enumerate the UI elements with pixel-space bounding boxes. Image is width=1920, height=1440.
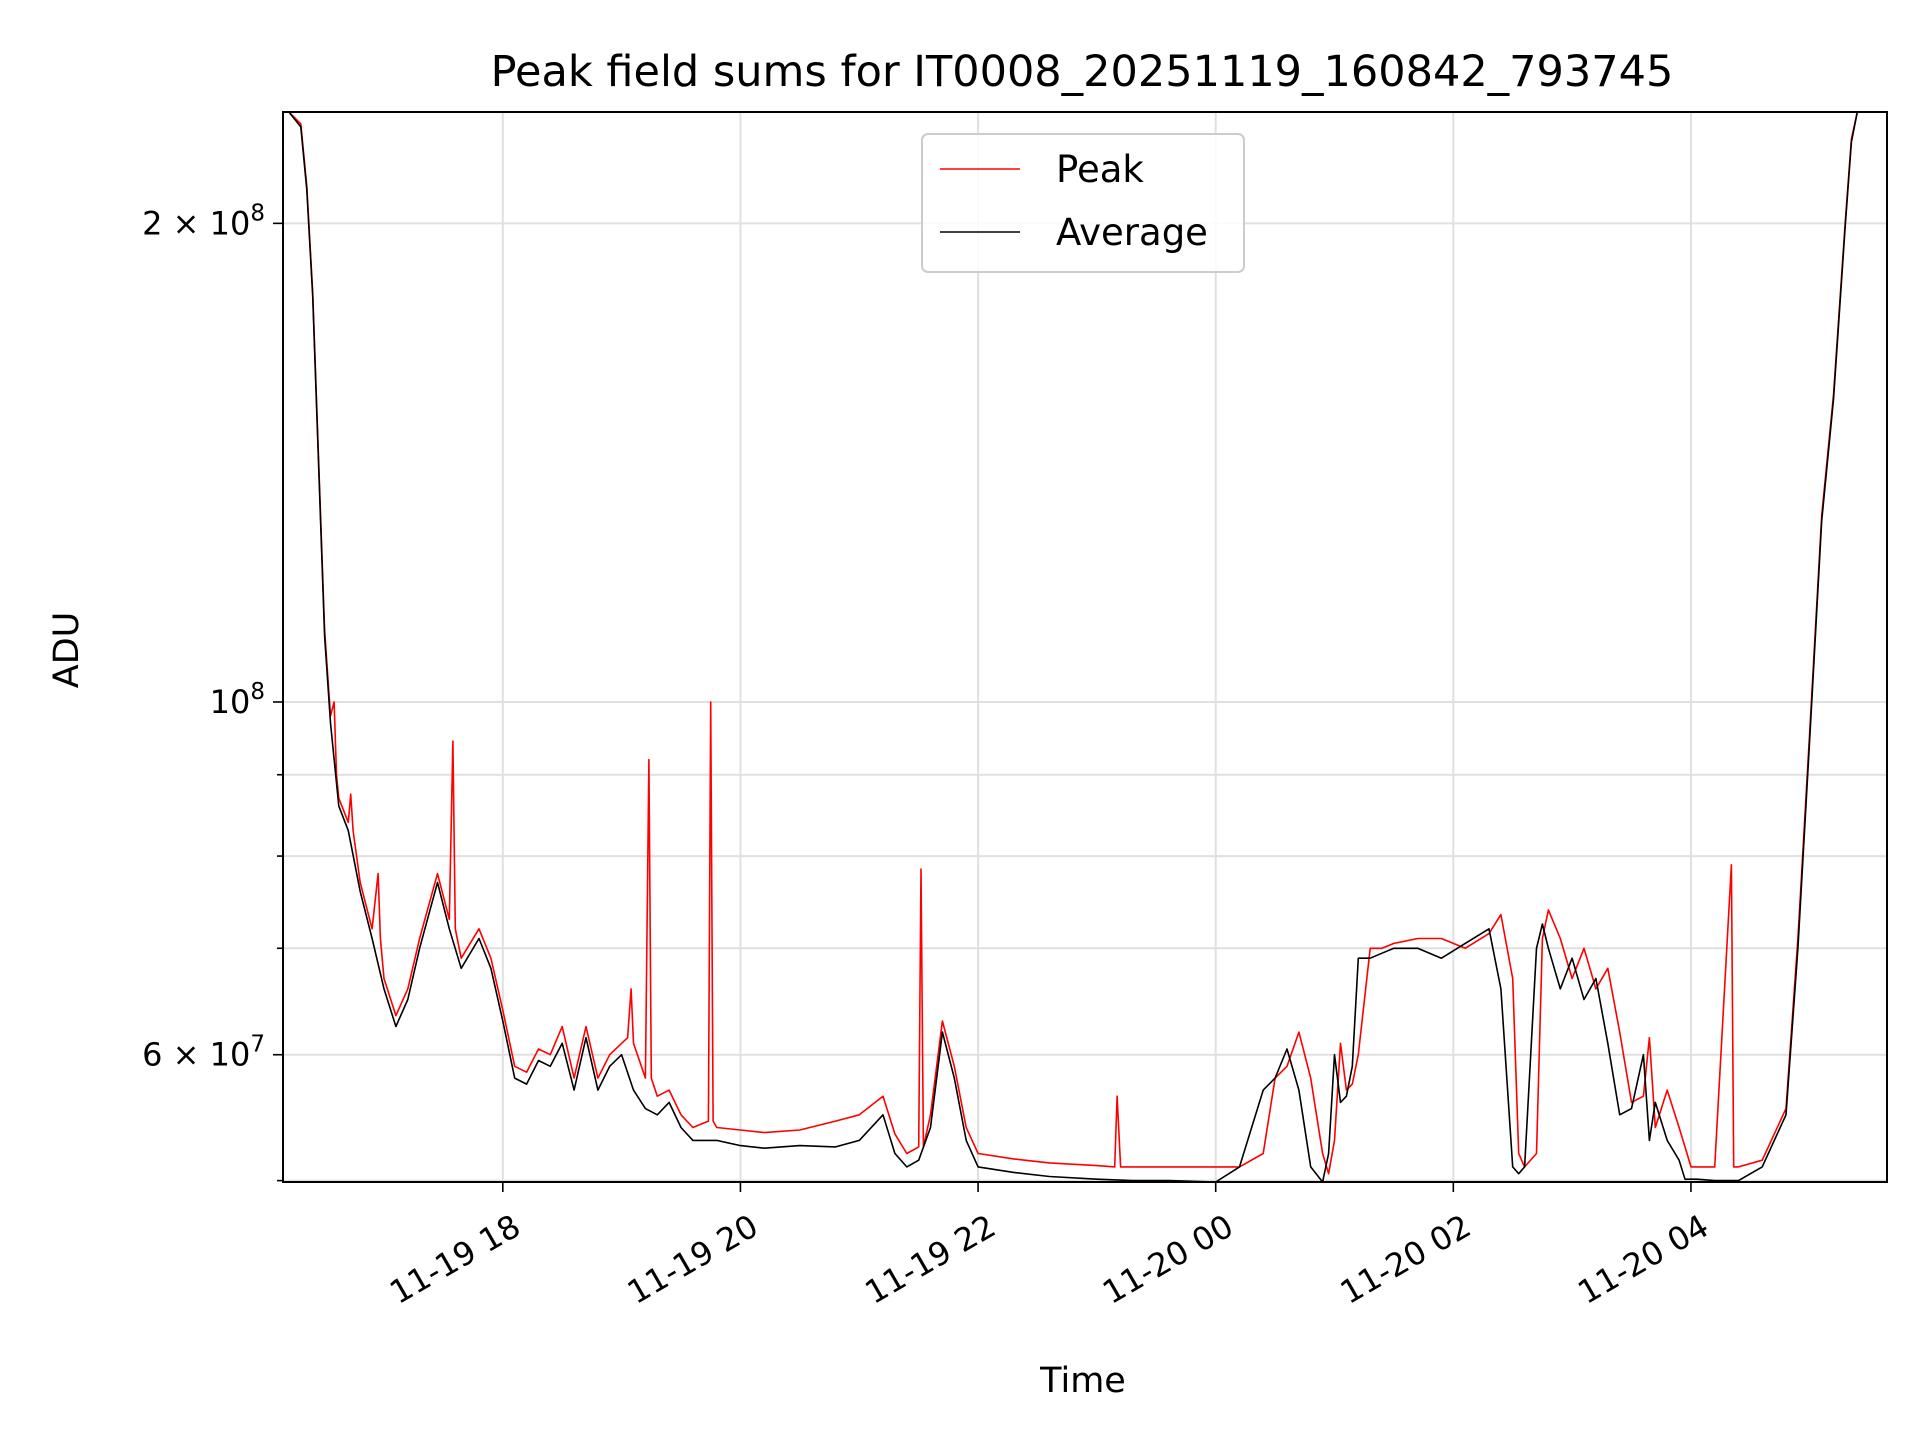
plot-area xyxy=(288,112,1870,1182)
y-axis-ticks: 6 × 107 108 2 × 108 xyxy=(142,200,283,1182)
legend-average-label: Average xyxy=(1056,211,1208,254)
legend: Peak Average xyxy=(921,133,1245,273)
grid-layer xyxy=(283,112,1887,1182)
y-axis-label: ADU xyxy=(47,612,87,689)
y-tick-label: 2 × 108 xyxy=(142,200,265,242)
series-line-peak xyxy=(288,112,1870,1175)
x-axis-label: Time xyxy=(1039,1361,1126,1401)
chart-title: Peak field sums for IT0008_20251119_1608… xyxy=(491,47,1674,97)
series-layer xyxy=(288,112,1870,1182)
y-tick-label: 6 × 107 xyxy=(142,1032,265,1074)
legend-peak-label: Peak xyxy=(1056,148,1144,191)
series-line-average xyxy=(288,112,1870,1182)
axes-frame xyxy=(282,111,1888,1183)
y-tick-label: 108 xyxy=(210,679,265,721)
